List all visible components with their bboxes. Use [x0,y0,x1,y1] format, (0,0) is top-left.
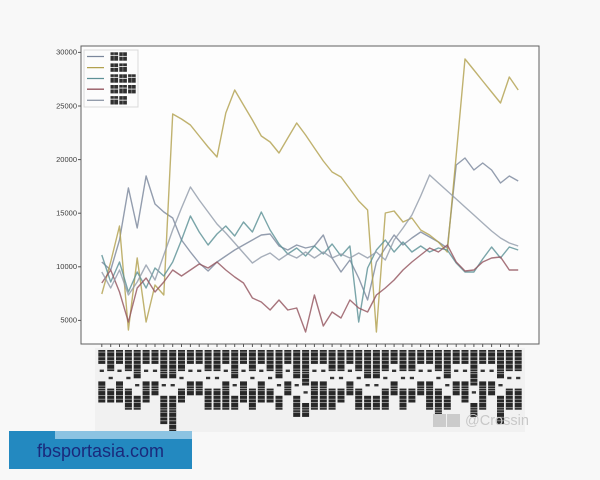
svg-text:10000: 10000 [56,262,77,271]
svg-text:15000: 15000 [56,209,77,218]
svg-text:20000: 20000 [56,155,77,164]
svg-text:5000: 5000 [60,316,77,325]
svg-text:25000: 25000 [56,101,77,110]
svg-text:30000: 30000 [56,48,77,57]
